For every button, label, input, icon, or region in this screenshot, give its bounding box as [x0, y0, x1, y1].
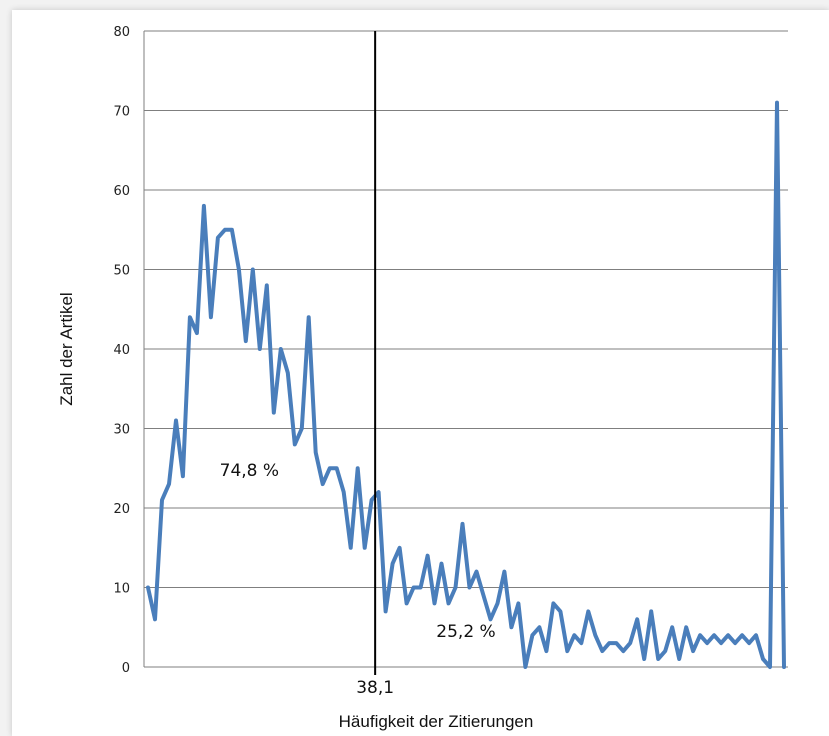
y-tick-label: 30	[113, 423, 130, 438]
y-tick-label: 10	[113, 582, 130, 597]
chart-card	[12, 10, 829, 736]
annotation-right-share: 25,2 %	[436, 622, 495, 642]
y-tick-label: 20	[113, 502, 130, 517]
y-axis-title: Zahl der Artikel	[57, 292, 76, 405]
y-tick-label: 70	[113, 105, 130, 120]
y-tick-label: 0	[122, 661, 130, 676]
series-line	[146, 100, 786, 669]
x-axis-title: Häufigkeit der Zitierungen	[339, 712, 534, 731]
y-tick-label: 80	[113, 25, 130, 40]
y-tick-label: 40	[113, 343, 130, 358]
y-tick-labels: 0 10 20 30 40 50 60 70 80	[113, 25, 130, 676]
y-tick-label: 50	[113, 264, 130, 279]
mean-line-label: 38,1	[356, 678, 394, 698]
y-tick-label: 60	[113, 184, 130, 199]
annotation-left-share: 74,8 %	[220, 461, 279, 481]
gridlines	[143, 30, 788, 668]
